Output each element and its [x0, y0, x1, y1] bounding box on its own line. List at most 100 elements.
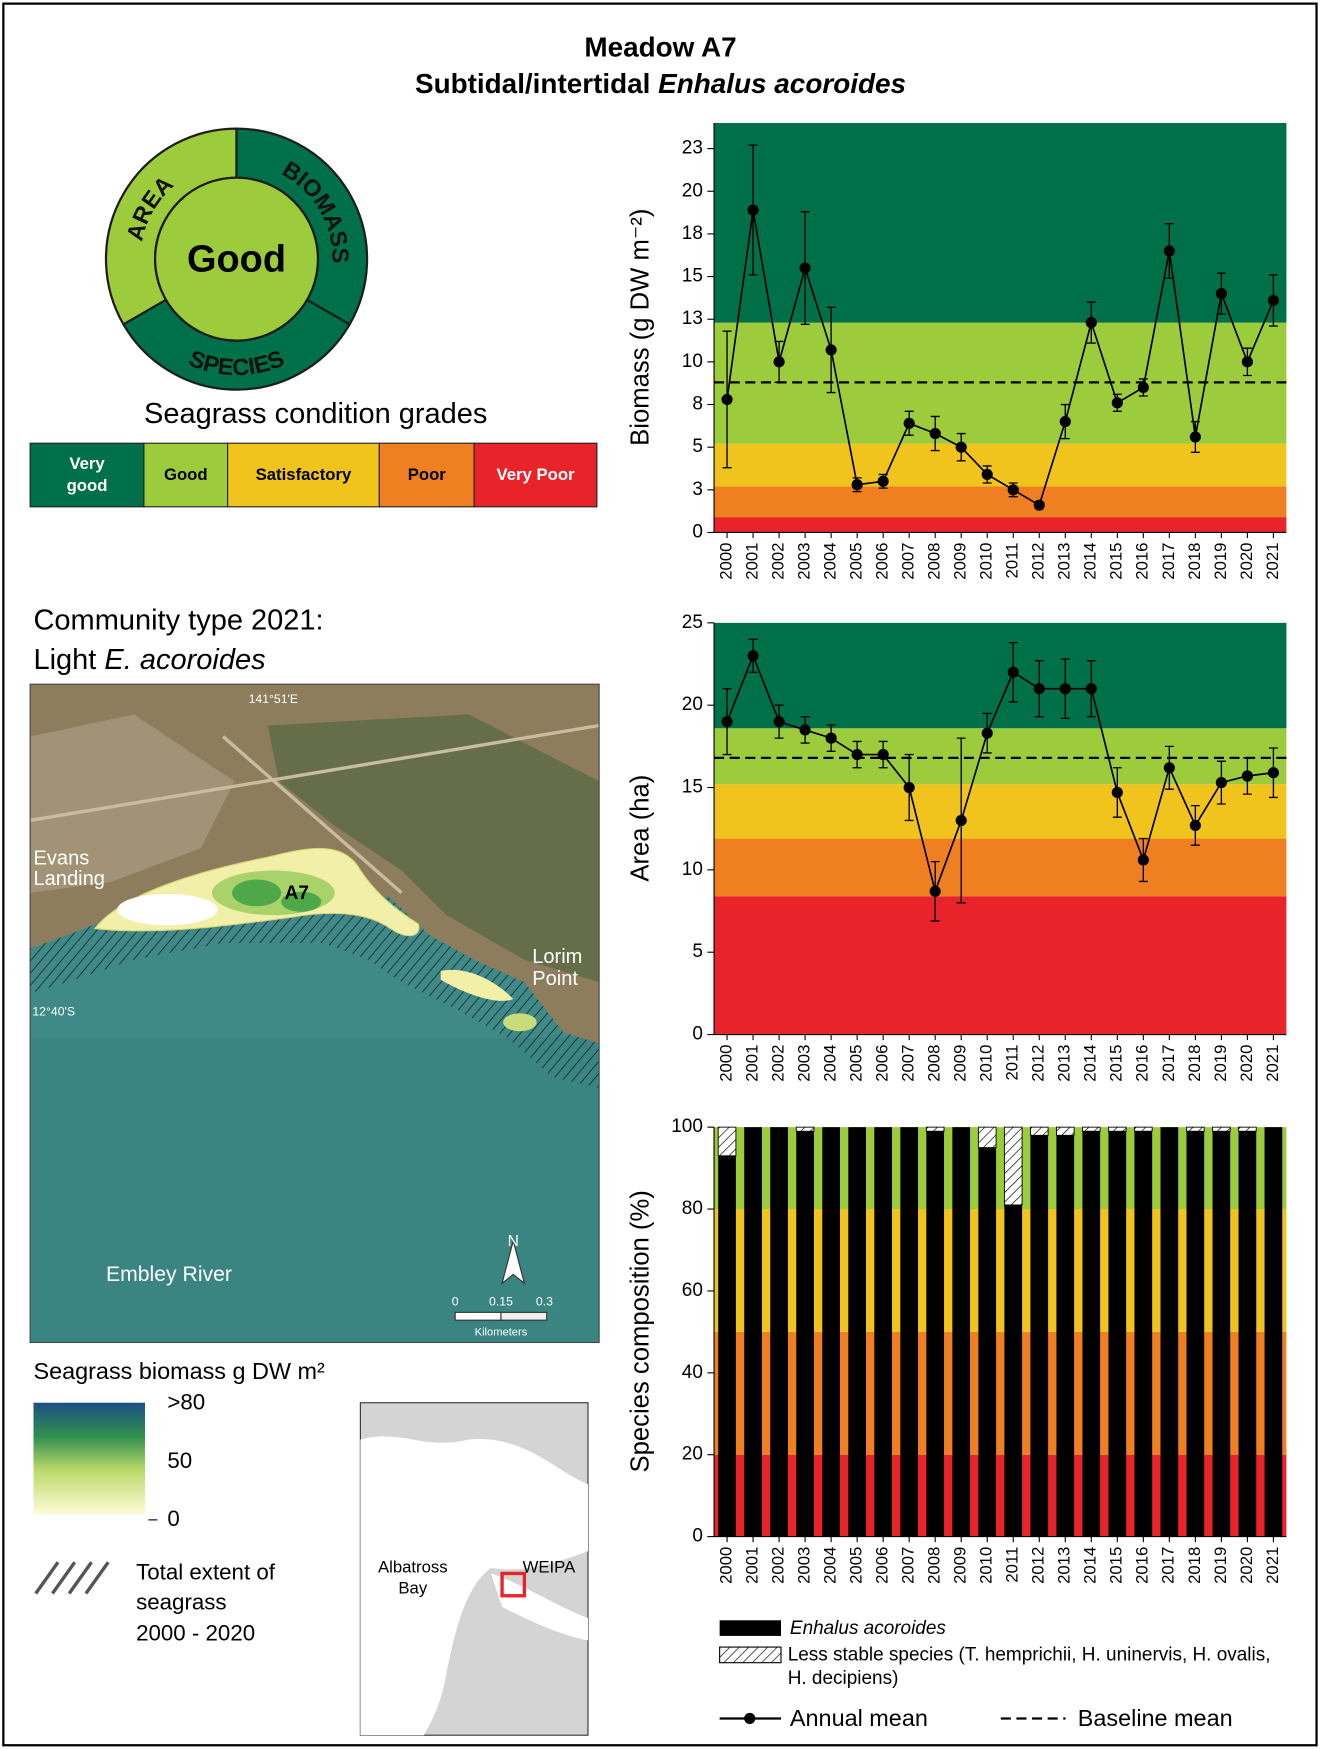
legend-label-box: Less stable species (T. hemprichii, H. u… — [788, 1643, 1279, 1697]
bar-segment — [1160, 1127, 1178, 1536]
bar-segment — [770, 1127, 788, 1536]
y-axis-label: Area (ha) — [626, 775, 654, 882]
north-label: N — [508, 1233, 519, 1250]
bar-segment — [1108, 1131, 1126, 1536]
x-tick-label: 2001 — [743, 543, 762, 580]
data-point — [1060, 416, 1071, 427]
seagrass-meadow — [503, 1013, 536, 1031]
community-type: Light E. acoroides — [33, 643, 265, 675]
data-point — [1138, 382, 1149, 393]
bar-segment — [1187, 1131, 1205, 1536]
legend-label: Less stable species (T. hemprichii, H. u… — [788, 1643, 1279, 1690]
x-tick-label: 2010 — [977, 1045, 996, 1082]
scale-bar — [501, 1312, 547, 1320]
x-tick-label: 2010 — [977, 543, 996, 580]
colorbar-label: >80 — [167, 1390, 205, 1415]
bar-segment — [796, 1127, 814, 1131]
x-tick-label: 2017 — [1159, 1547, 1178, 1584]
y-tick-label: 0 — [692, 521, 703, 542]
x-tick-label: 2008 — [925, 1045, 944, 1082]
grade-label: Good — [164, 465, 208, 484]
grade-label: Poor — [408, 465, 447, 484]
x-tick-label: 2004 — [821, 1547, 840, 1584]
x-tick-label: 2009 — [951, 1045, 970, 1082]
scale-label: 0.3 — [536, 1295, 553, 1309]
data-point — [1086, 317, 1097, 328]
x-tick-label: 2018 — [1185, 1547, 1204, 1584]
x-tick-label: 2005 — [847, 543, 866, 580]
x-tick-label: 2001 — [743, 1547, 762, 1584]
x-tick-label: 2018 — [1185, 543, 1204, 580]
map-latitude: 12°40'S — [32, 1004, 75, 1018]
x-tick-label: 2013 — [1055, 1547, 1074, 1584]
x-tick-label: 2016 — [1133, 543, 1152, 580]
x-tick-label: 2015 — [1107, 543, 1126, 580]
scale-unit: Kilometers — [475, 1326, 528, 1338]
place-label: Lorim — [532, 946, 582, 968]
data-point — [852, 749, 863, 760]
data-point — [1190, 820, 1201, 831]
x-tick-label: 2012 — [1029, 543, 1048, 580]
x-tick-label: 2019 — [1211, 543, 1230, 580]
bar-segment — [952, 1127, 970, 1536]
x-tick-label: 2003 — [795, 543, 814, 580]
x-tick-label: 2013 — [1055, 1045, 1074, 1082]
bar-segment — [978, 1148, 996, 1537]
bar-segment — [1134, 1127, 1152, 1131]
data-point — [1060, 683, 1071, 694]
x-tick-label: 2013 — [1055, 543, 1074, 580]
bar-segment — [1213, 1131, 1231, 1536]
colorbar — [33, 1403, 145, 1515]
scale-label: 0.15 — [489, 1295, 513, 1309]
grade-label: Very Poor — [497, 465, 576, 484]
charts: 0358101315182023Biomass (g DW m⁻²)200020… — [626, 123, 1286, 1584]
x-tick-label: 2004 — [821, 543, 840, 580]
x-tick-label: 2007 — [899, 1547, 918, 1584]
x-tick-label: 2011 — [1003, 1045, 1022, 1081]
y-tick-label: 15 — [682, 266, 703, 287]
grade-label: Satisfactory — [256, 465, 352, 484]
subtitle: Subtidal/intertidal Enhalus acoroides — [415, 69, 906, 100]
x-tick-label: 2015 — [1107, 1547, 1126, 1584]
x-tick-label: 2007 — [899, 1045, 918, 1082]
data-point — [826, 344, 837, 355]
place-label: Landing — [33, 868, 104, 890]
bar-segment — [926, 1127, 944, 1131]
data-point — [878, 749, 889, 760]
y-tick-label: 25 — [682, 612, 703, 633]
y-tick-label: 3 — [692, 479, 703, 500]
y-tick-label: 0 — [692, 1526, 703, 1547]
x-tick-label: 2011 — [1003, 543, 1022, 579]
condition-band — [714, 896, 1286, 1034]
community-text: Light — [33, 643, 96, 675]
data-point — [1216, 777, 1227, 788]
x-tick-label: 2021 — [1263, 543, 1282, 580]
bar-segment — [1239, 1131, 1257, 1536]
legend-label: Baseline mean — [1078, 1705, 1233, 1731]
x-tick-label: 2005 — [847, 1045, 866, 1082]
condition-band — [714, 444, 1286, 487]
scale-label: 0 — [452, 1295, 459, 1309]
data-point — [1164, 762, 1175, 773]
y-tick-label: 100 — [671, 1116, 703, 1137]
x-tick-label: 2019 — [1211, 1547, 1230, 1584]
x-tick-label: 2005 — [847, 1547, 866, 1584]
meadow-high — [232, 879, 281, 906]
x-tick-label: 2018 — [1185, 1045, 1204, 1082]
x-tick-label: 2006 — [873, 1547, 892, 1584]
inset-label: Bay — [398, 1578, 427, 1597]
x-tick-label: 2021 — [1263, 1045, 1282, 1082]
data-point — [904, 782, 915, 793]
y-tick-label: 80 — [682, 1198, 703, 1219]
grades-scale: VerygoodGoodSatisfactoryPoorVery Poor — [30, 443, 597, 507]
x-tick-label: 2002 — [769, 543, 788, 580]
condition-band — [714, 839, 1286, 897]
data-point — [956, 815, 967, 826]
bar-segment — [1056, 1135, 1074, 1536]
x-tick-label: 2017 — [1159, 1045, 1178, 1082]
bar-segment — [1108, 1127, 1126, 1131]
data-point — [1034, 500, 1045, 511]
bar-segment — [1004, 1205, 1022, 1537]
bar-segment — [1082, 1127, 1100, 1131]
data-point — [1138, 854, 1149, 865]
